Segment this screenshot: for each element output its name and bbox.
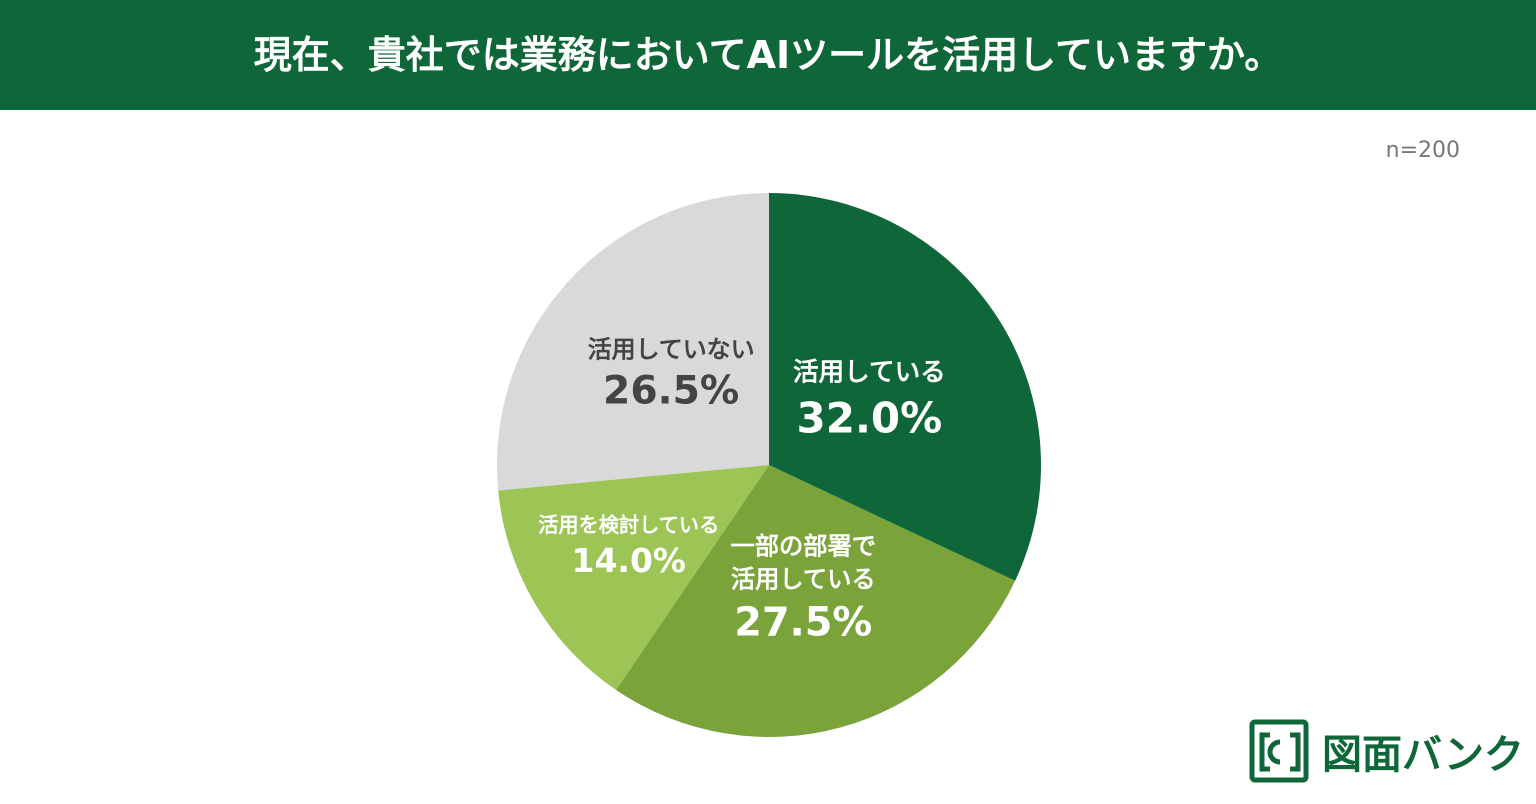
category-label: 活用している — [792, 357, 946, 388]
logo-icon — [1249, 719, 1309, 783]
slice-label: 活用している 32.0% — [793, 356, 946, 447]
chart-title: 現在、貴社では業務においてAIツールを活用していますか。 — [253, 33, 1283, 77]
category-label: 一部の部署で 活用している — [730, 531, 877, 594]
sample-size: n=200 — [1385, 138, 1460, 163]
slice-label: 活用していない 26.5% — [588, 333, 755, 418]
logo: 図面バンク — [1322, 732, 1524, 778]
pie-slice — [769, 193, 1041, 581]
value-label: 32.0% — [796, 393, 943, 443]
category-label: 活用を検討している — [538, 513, 720, 538]
pie-slice — [616, 465, 1016, 737]
value-label: 14.0% — [571, 541, 687, 581]
slice-label: 一部の部署で 活用している 27.5% — [731, 531, 877, 650]
header-bar — [0, 0, 1536, 110]
value-label: 27.5% — [734, 599, 873, 646]
slice-label: 活用を検討している 14.0% — [538, 512, 719, 584]
pie-slice — [496, 193, 769, 491]
pie-slice — [498, 465, 769, 690]
category-label: 活用していない — [587, 335, 755, 364]
value-label: 26.5% — [603, 368, 740, 414]
